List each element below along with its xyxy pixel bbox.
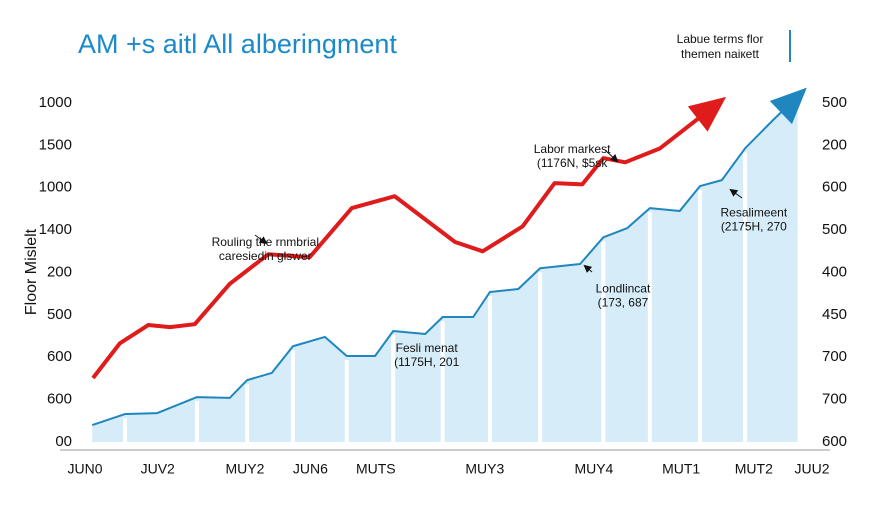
x-tick-label: MUTS xyxy=(356,461,396,477)
x-tick-label: JUN0 xyxy=(67,461,102,477)
x-tick-label: MUT1 xyxy=(662,461,700,477)
chart-title: AM +s aitl All alberingment xyxy=(78,29,397,59)
y-tick-label: 600 xyxy=(47,348,72,365)
y-tick-label: 1400 xyxy=(39,221,72,238)
y2-tick-label: 600 xyxy=(822,433,847,450)
y2-tick-label: 200 xyxy=(822,136,847,153)
y2-tick-label: 500 xyxy=(822,94,847,111)
y-tick-label: 1500 xyxy=(39,136,72,153)
annotation: caresiedin glswer xyxy=(219,249,312,263)
y-tick-label: 00 xyxy=(55,433,72,450)
annotation-arrow xyxy=(583,264,593,273)
annotation: (1176N, $5sk xyxy=(537,156,608,170)
y-tick-label: 600 xyxy=(47,391,72,408)
annotation: (173, 687 xyxy=(598,296,649,310)
area xyxy=(92,94,800,443)
line xyxy=(91,93,801,426)
annotation: Fesli menat xyxy=(396,341,459,355)
y-axis-label: Floor Mislelt xyxy=(23,228,40,315)
annotation: Resalimeent xyxy=(720,205,787,219)
y2-tick-label: 700 xyxy=(822,391,847,408)
line xyxy=(91,101,720,380)
y-tick-label: 1000 xyxy=(39,94,72,111)
x-tick-label: MUY4 xyxy=(574,461,613,477)
x-tick-label: MUY3 xyxy=(465,461,504,477)
arrow-head xyxy=(687,96,727,132)
y-tick-label: 500 xyxy=(47,306,72,323)
annotation: (1175H, 201 xyxy=(394,355,459,369)
y2-tick-label: 450 xyxy=(822,306,847,323)
y2-tick-label: 700 xyxy=(822,348,847,365)
annotation-arrow xyxy=(604,149,619,163)
y2-tick-label: 400 xyxy=(822,263,847,280)
annotation: Labor markest xyxy=(534,142,611,156)
y-tick-label: 1000 xyxy=(39,179,72,196)
annotation: (2175H, 270 xyxy=(721,219,787,233)
arrow-head xyxy=(769,87,807,125)
legend-text: Labue terms flor xyxy=(677,32,764,46)
y2-tick-label: 500 xyxy=(822,221,847,238)
y-tick-label: 200 xyxy=(47,263,72,280)
x-tick-label: MUY2 xyxy=(225,461,264,477)
x-tick-label: JUV2 xyxy=(141,461,175,477)
y2-tick-label: 600 xyxy=(822,179,847,196)
annotation-arrow xyxy=(254,234,268,245)
legend-text: themen naiкett xyxy=(681,47,760,61)
annotation: Londlincat xyxy=(596,282,651,296)
x-tick-label: JUN6 xyxy=(293,461,328,477)
annotation-arrow xyxy=(729,188,743,199)
x-tick-label: JUU2 xyxy=(794,461,829,477)
x-tick-label: MUT2 xyxy=(735,461,773,477)
